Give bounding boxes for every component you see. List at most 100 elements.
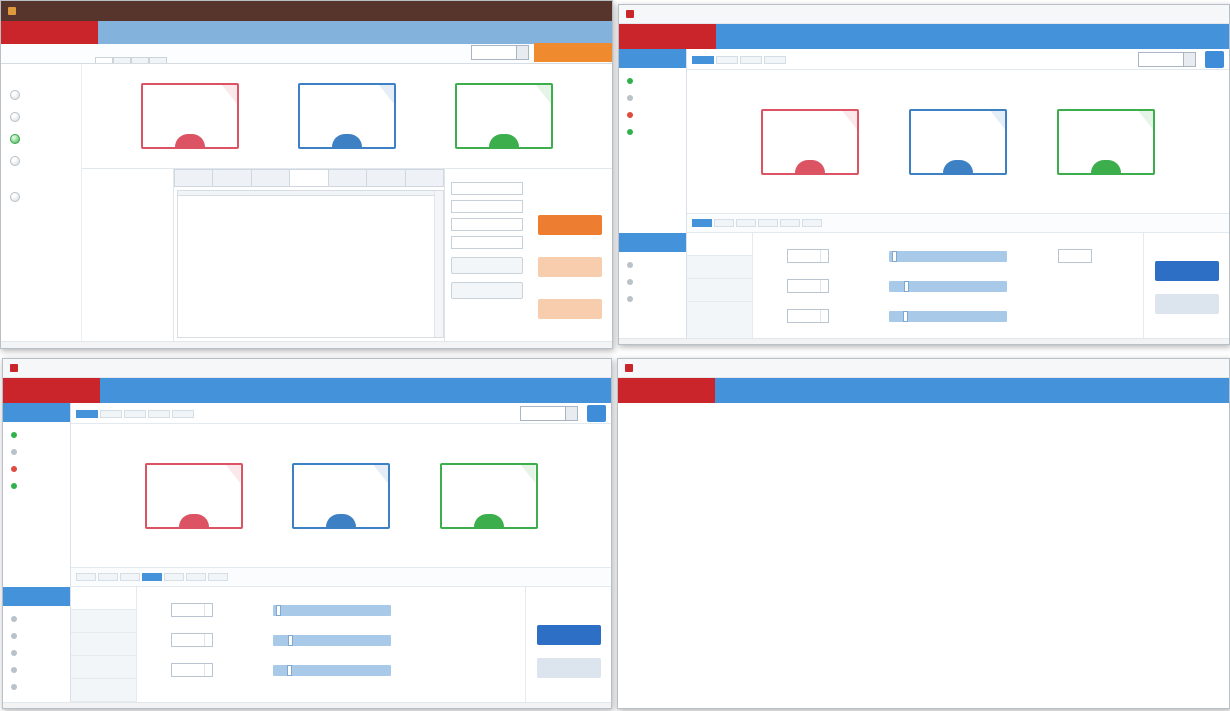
subtab-3[interactable] — [290, 169, 329, 187]
table-row[interactable] — [178, 196, 443, 207]
subtab-0[interactable] — [76, 573, 96, 581]
subtab-4[interactable] — [780, 219, 800, 227]
open-config-file-button[interactable] — [451, 282, 523, 299]
field-slider[interactable] — [889, 250, 1007, 262]
subtab-4[interactable] — [328, 169, 368, 187]
row-number — [178, 296, 191, 306]
mode-tab-0[interactable] — [71, 587, 136, 610]
subtab-5[interactable] — [367, 169, 406, 187]
status-params-button[interactable] — [587, 405, 606, 422]
field-slider[interactable] — [273, 604, 391, 616]
step-table[interactable] — [178, 191, 443, 326]
field-slider[interactable] — [273, 634, 391, 646]
dynamic-load-config-button[interactable] — [451, 257, 523, 274]
spinner-arrows-icon[interactable] — [820, 250, 828, 262]
action-button-0[interactable] — [1154, 261, 1219, 281]
slider-thumb-icon[interactable] — [892, 250, 898, 262]
slider-thumb-icon[interactable] — [287, 664, 293, 676]
table-row[interactable] — [178, 226, 443, 236]
tab-0[interactable] — [76, 410, 98, 418]
table-row[interactable] — [178, 306, 443, 316]
subtab-1[interactable] — [98, 573, 118, 581]
status-params-button[interactable] — [534, 43, 612, 62]
value-spinner[interactable] — [171, 603, 213, 617]
subtab-5[interactable] — [802, 219, 822, 227]
mode-tab-1[interactable] — [687, 256, 752, 279]
table-row[interactable] — [178, 216, 443, 226]
spinner-arrows-icon[interactable] — [820, 280, 828, 292]
subtab-6[interactable] — [405, 169, 444, 187]
subtab-5[interactable] — [186, 573, 206, 581]
action-button-0[interactable] — [538, 215, 602, 235]
table-row[interactable] — [178, 256, 443, 266]
spinner-arrows-icon[interactable] — [204, 664, 212, 676]
tab-3[interactable] — [764, 56, 786, 64]
tab-0[interactable] — [95, 57, 113, 63]
mode-tab-4[interactable] — [71, 679, 136, 702]
status-params-button[interactable] — [1205, 51, 1224, 68]
table-row[interactable] — [178, 236, 443, 246]
value-spinner[interactable] — [171, 663, 213, 677]
filter-select[interactable] — [471, 45, 529, 60]
subtab-4[interactable] — [164, 573, 184, 581]
subtab-0[interactable] — [692, 219, 712, 227]
subtab-2[interactable] — [120, 573, 140, 581]
tab-3[interactable] — [148, 410, 170, 418]
value-spinner[interactable] — [787, 279, 829, 293]
titlebar[interactable] — [3, 359, 611, 378]
slider-thumb-icon[interactable] — [903, 280, 909, 292]
action-button-0[interactable] — [536, 625, 601, 645]
tab-3[interactable] — [149, 57, 167, 63]
table-scrollbar[interactable] — [434, 191, 443, 337]
tab-1[interactable] — [113, 57, 131, 63]
table-row[interactable] — [178, 286, 443, 296]
titlebar[interactable] — [618, 359, 1229, 378]
tab-2[interactable] — [124, 410, 146, 418]
meter-corner-fold — [373, 464, 388, 484]
mode-tab-1[interactable] — [71, 610, 136, 633]
subtab-1[interactable] — [213, 169, 252, 187]
tab-4[interactable] — [172, 410, 194, 418]
value-spinner[interactable] — [171, 633, 213, 647]
spinner-arrows-icon[interactable] — [820, 310, 828, 322]
filter-select[interactable] — [520, 406, 578, 421]
table-row[interactable] — [178, 206, 443, 216]
app-icon — [8, 7, 16, 15]
table-row[interactable] — [178, 266, 443, 276]
subtab-0[interactable] — [174, 169, 214, 187]
subtab-6[interactable] — [208, 573, 228, 581]
table-row[interactable] — [178, 316, 443, 326]
table-row[interactable] — [178, 296, 443, 306]
mode-tab-2[interactable] — [71, 633, 136, 656]
slider-thumb-icon[interactable] — [903, 310, 909, 322]
table-row[interactable] — [178, 246, 443, 256]
tab-1[interactable] — [716, 56, 738, 64]
table-row[interactable] — [178, 276, 443, 286]
field-slider[interactable] — [889, 310, 1007, 322]
field-slider[interactable] — [889, 280, 1007, 292]
field-slider[interactable] — [273, 664, 391, 676]
spinner-arrows-icon[interactable] — [204, 634, 212, 646]
mode-tab-0[interactable] — [687, 233, 752, 256]
value-spinner[interactable] — [787, 249, 829, 263]
mode-tab-3[interactable] — [71, 656, 136, 679]
step-control[interactable] — [1058, 249, 1092, 263]
subtab-1[interactable] — [714, 219, 734, 227]
filter-select[interactable] — [1138, 52, 1196, 67]
slider-thumb-icon[interactable] — [276, 604, 282, 616]
titlebar[interactable] — [619, 5, 1229, 24]
subtab-2[interactable] — [251, 169, 291, 187]
titlebar[interactable] — [1, 1, 612, 21]
tab-0[interactable] — [692, 56, 714, 64]
subtab-3[interactable] — [758, 219, 778, 227]
subtab-3[interactable] — [142, 573, 162, 581]
spinner-arrows-icon[interactable] — [204, 604, 212, 616]
tab-1[interactable] — [100, 410, 122, 418]
tab-2[interactable] — [740, 56, 762, 64]
slider-thumb-icon[interactable] — [287, 634, 293, 646]
value-spinner[interactable] — [787, 309, 829, 323]
subtab-2[interactable] — [736, 219, 756, 227]
tab-2[interactable] — [131, 57, 149, 63]
mode-tab-2[interactable] — [687, 279, 752, 302]
meter-unit-badge — [943, 159, 973, 173]
